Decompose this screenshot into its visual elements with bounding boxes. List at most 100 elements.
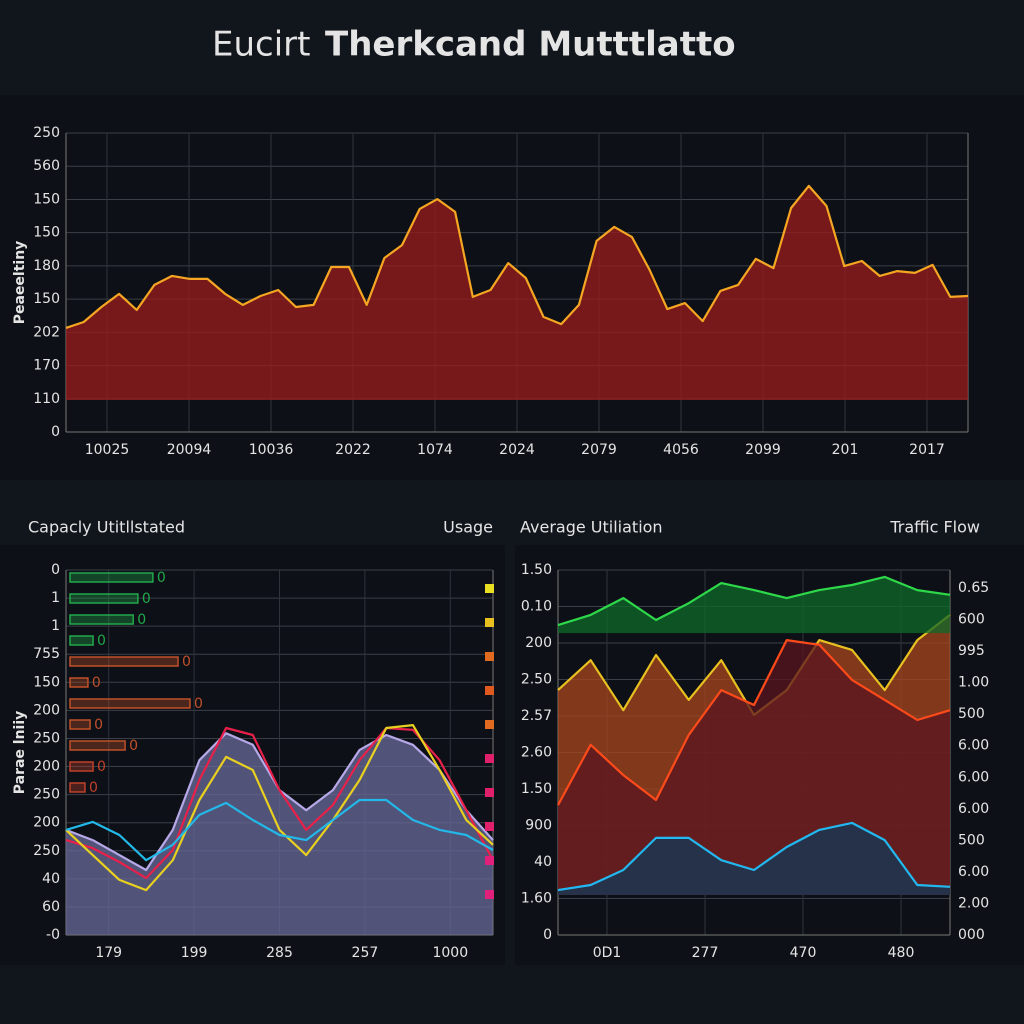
- y2-tick-label: 6.00: [958, 864, 989, 880]
- y-tick-label: 202: [33, 324, 60, 340]
- y2-tick-label: 6.00: [958, 769, 989, 785]
- x-tick-label: 2017: [909, 442, 945, 458]
- x-tick-label: 179: [95, 945, 122, 961]
- x-tick-label: 1000: [432, 945, 468, 961]
- x-tick-label: 257: [352, 945, 379, 961]
- y-tick-label: 150: [33, 291, 60, 307]
- y2-tick-label: 0.65: [958, 580, 989, 596]
- bar: [69, 782, 86, 793]
- x-tick-label: 199: [181, 945, 208, 961]
- y-tick-label: 200: [525, 635, 552, 651]
- y2-tick-label: 500: [958, 832, 985, 848]
- line: [557, 575, 951, 627]
- bar: [69, 719, 91, 730]
- legend-marker: [485, 754, 494, 763]
- area: [66, 185, 968, 401]
- x-tick-label: 2022: [335, 442, 371, 458]
- y-tick-label: 1: [51, 618, 60, 634]
- y2-tick-label: 6.00: [958, 738, 989, 754]
- y2-tick-label: 500: [958, 706, 985, 722]
- y-tick-label: 2.60: [521, 745, 552, 761]
- y-tick-label: 200: [33, 815, 60, 831]
- title-bold: Therkcand Mutttlatto: [325, 25, 736, 65]
- bar: [69, 740, 126, 751]
- y2-tick-label: 2.00: [958, 895, 989, 911]
- bar-annotation: 0: [182, 654, 191, 670]
- bar-annotation: 0: [157, 570, 166, 586]
- y-tick-label: 900: [525, 818, 552, 834]
- panel-title: Average Utiliation: [520, 518, 663, 537]
- bar-annotation: 0: [97, 759, 106, 775]
- y-tick-label: 1.60: [521, 891, 552, 907]
- legend-marker: [485, 720, 494, 729]
- y-tick-label: 2.50: [521, 672, 552, 688]
- y-tick-label: 200: [33, 759, 60, 775]
- bar: [69, 614, 134, 625]
- line: [557, 639, 951, 806]
- x-tick-label: 470: [790, 945, 817, 961]
- bar: [69, 677, 89, 688]
- y-tick-label: 40: [42, 871, 60, 887]
- x-tick-label: 4056: [663, 442, 699, 458]
- bar-annotation: 0: [137, 612, 146, 628]
- y-tick-label: 1.50: [521, 562, 552, 578]
- y-tick-label: 200: [33, 702, 60, 718]
- legend-marker: [485, 618, 494, 627]
- y-tick-label: 0: [51, 562, 60, 578]
- y2-tick-label: 600: [958, 612, 985, 628]
- y-tick-label: 250: [33, 843, 60, 859]
- bar: [69, 698, 191, 709]
- line: [65, 184, 969, 329]
- area: [558, 822, 950, 895]
- y-tick-label: 170: [33, 358, 60, 374]
- bar-annotation: 0: [142, 591, 151, 607]
- y-tick-label: 560: [33, 158, 60, 174]
- panel-title: Capacly Utitllstated: [28, 518, 185, 537]
- legend-marker: [485, 652, 494, 661]
- bar-annotation: 0: [94, 717, 103, 733]
- y-tick-label: 110: [33, 391, 60, 407]
- y-tick-label: 0: [543, 927, 552, 943]
- panel-title: Traffic Flow: [889, 518, 980, 537]
- y2-tick-label: 995: [958, 643, 985, 659]
- legend-marker: [485, 822, 494, 831]
- bar: [69, 572, 154, 583]
- y-tick-label: 2.57: [521, 708, 552, 724]
- panel-title: Usage: [443, 518, 493, 537]
- y-tick-label: 250: [33, 787, 60, 803]
- y-axis-label: Peaeeltiny: [12, 241, 28, 325]
- y-tick-label: 0: [51, 424, 60, 440]
- x-tick-label: 10025: [85, 442, 130, 458]
- x-tick-label: 2024: [499, 442, 535, 458]
- y2-tick-label: 1.00: [958, 675, 989, 691]
- bar: [69, 593, 139, 604]
- legend-marker: [485, 890, 494, 899]
- bar-annotation: 0: [89, 780, 98, 796]
- x-tick-label: 10036: [249, 442, 294, 458]
- title-light: Eucirt: [212, 25, 310, 65]
- x-tick-label: 285: [266, 945, 293, 961]
- y-tick-label: 180: [33, 258, 60, 274]
- x-tick-label: 20094: [167, 442, 212, 458]
- y-axis-label: Parae lniiy: [12, 711, 28, 795]
- y2-tick-label: 6.00: [958, 801, 989, 817]
- y-tick-label: 150: [33, 225, 60, 241]
- legend-marker: [485, 856, 494, 865]
- y-tick-label: 150: [33, 674, 60, 690]
- legend-marker: [485, 686, 494, 695]
- bar: [69, 761, 94, 772]
- x-tick-label: 2099: [745, 442, 781, 458]
- x-tick-label: 480: [888, 945, 915, 961]
- bar-annotation: 0: [129, 738, 138, 754]
- x-tick-label: 2079: [581, 442, 617, 458]
- bar-annotation: 0: [92, 675, 101, 691]
- bar-annotation: 0: [97, 633, 106, 649]
- area: [558, 576, 950, 634]
- x-tick-label: 1074: [417, 442, 453, 458]
- bar: [69, 656, 179, 667]
- x-tick-label: 201: [832, 442, 859, 458]
- y2-tick-label: 000: [958, 927, 985, 943]
- legend-marker: [485, 584, 494, 593]
